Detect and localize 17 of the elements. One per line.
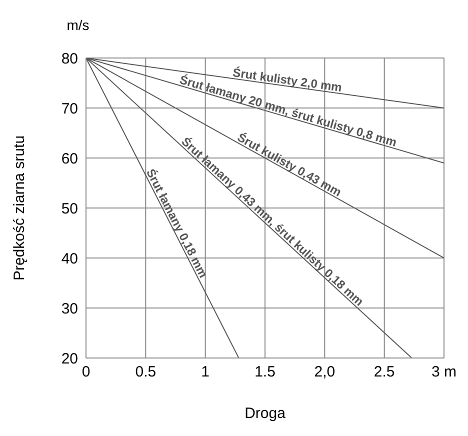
x-tick-label: 3 m: [431, 364, 457, 381]
y-tick-label: 80: [61, 50, 78, 68]
x-tick-label: 1.5: [254, 364, 276, 381]
x-tick-label: 2,0: [314, 364, 336, 381]
text: m/s: [66, 17, 90, 33]
y-tick-label: 40: [61, 250, 78, 268]
y-tick-label: 20: [61, 350, 78, 368]
y-tick-label: 60: [61, 150, 78, 168]
x-tick-label: 0.5: [135, 364, 156, 381]
x-axis-title: Droga: [244, 405, 286, 422]
x-tick-label: 2.5: [374, 364, 395, 381]
x-tick-label: 0: [82, 364, 90, 381]
y-tick-label: 50: [61, 200, 78, 218]
x-tick-label: 1: [201, 364, 210, 381]
y-tick-label: 30: [61, 300, 78, 318]
y-axis-title: Prędkość ziarna srutu: [11, 135, 28, 281]
y-tick-label: 70: [61, 100, 78, 118]
